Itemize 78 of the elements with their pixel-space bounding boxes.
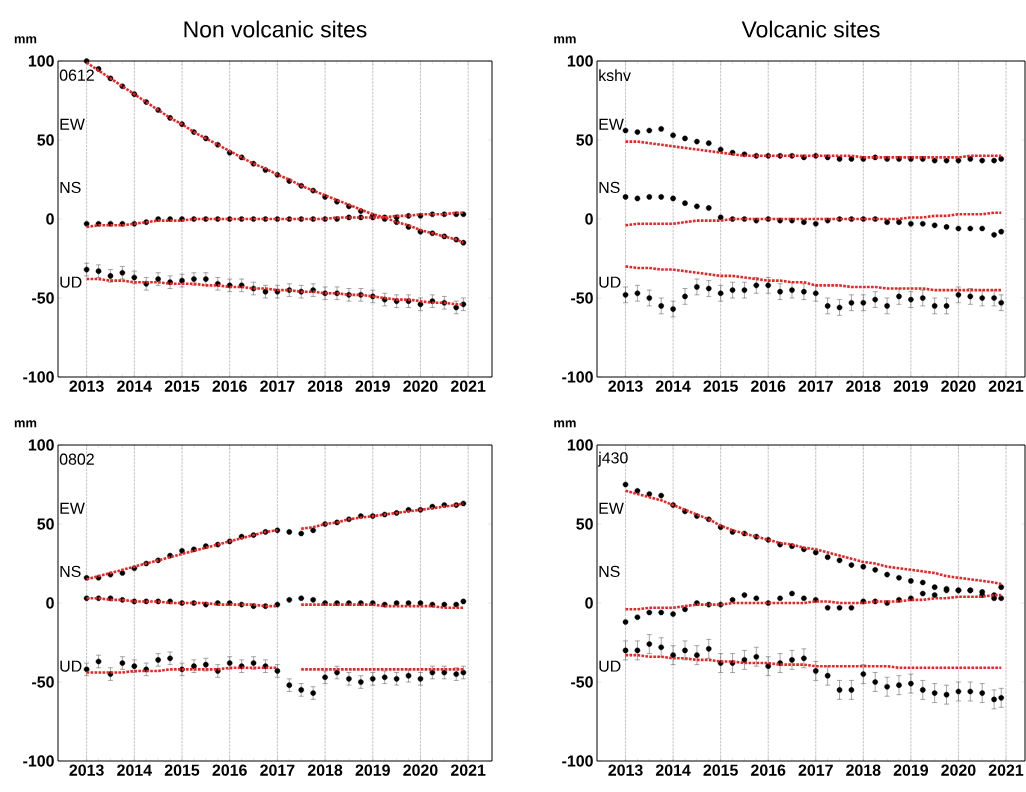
y-axis-title: mm [554, 36, 576, 44]
y-tick-label: 0 [46, 213, 54, 225]
y-tick-label: -50 [571, 676, 593, 688]
x-tick-label: 2013 [69, 764, 104, 776]
y-tick-label: 0 [46, 597, 54, 609]
x-tick-label: 2019 [355, 764, 390, 776]
x-tick-label: 2021 [450, 764, 486, 776]
annotation: UD [60, 276, 82, 288]
annotation: j430 [597, 451, 628, 467]
y-axis-title: mm [14, 420, 37, 428]
x-tick-label: 2017 [260, 764, 295, 776]
annotation: NS [60, 181, 81, 194]
annotation: UD [60, 660, 82, 672]
y-tick-label: 50 [37, 518, 54, 530]
annotation: NS [599, 181, 620, 194]
annotation: kshv [599, 69, 631, 82]
x-tick-label: 2016 [751, 380, 786, 392]
y-tick-label: 100 [567, 439, 593, 451]
annotation: EW [60, 502, 85, 514]
y-tick-label: -100 [23, 371, 54, 383]
x-tick-label: 2018 [307, 764, 343, 776]
y-tick-label: 50 [37, 134, 54, 146]
x-tick-label: 2014 [655, 380, 691, 392]
y-tick-label: -50 [571, 292, 593, 304]
y-axis-title: mm [554, 420, 576, 428]
x-tick-label: 2016 [212, 764, 247, 776]
x-tick-label: 2014 [655, 764, 691, 776]
x-tick-label: 2013 [69, 380, 104, 392]
x-tick-label: 2016 [751, 764, 786, 776]
annotation: 0612 [59, 69, 94, 81]
x-tick-label: 2015 [164, 764, 200, 776]
y-tick-label: -50 [32, 676, 54, 688]
x-tick-label: 2017 [260, 380, 295, 392]
y-tick-label: 100 [28, 55, 54, 67]
annotation: UD [599, 660, 621, 672]
annotation: EW [599, 502, 624, 514]
chart-title: Volcanic sites [741, 20, 880, 38]
annotation: UD [599, 276, 621, 288]
x-tick-label: 2018 [846, 380, 881, 392]
x-tick-label: 2020 [941, 764, 976, 776]
x-tick-label: 2020 [403, 380, 438, 392]
x-tick-label: 2018 [307, 380, 343, 392]
x-tick-label: 2013 [608, 380, 643, 392]
y-tick-label: -100 [562, 755, 593, 767]
y-tick-label: -100 [562, 371, 593, 383]
x-tick-label: 2017 [798, 380, 833, 392]
x-tick-label: 2014 [117, 380, 152, 392]
x-tick-label: 2019 [893, 764, 928, 776]
y-tick-label: -100 [23, 755, 54, 767]
x-tick-label: 2021 [450, 380, 486, 392]
annotation: EW [599, 118, 624, 130]
x-tick-label: 2015 [703, 380, 738, 392]
y-axis-title: mm [14, 36, 37, 44]
chart-title: Non volcanic sites [184, 20, 367, 38]
x-tick-label: 2018 [846, 764, 881, 776]
x-tick-label: 2017 [798, 764, 833, 776]
x-tick-label: 2020 [403, 764, 438, 776]
x-tick-label: 2020 [941, 380, 976, 392]
x-tick-label: 2021 [988, 380, 1024, 392]
y-tick-label: 100 [567, 55, 593, 67]
y-tick-label: 50 [576, 134, 593, 146]
y-tick-label: 100 [28, 439, 54, 451]
y-tick-label: -50 [32, 292, 54, 304]
x-tick-label: 2021 [988, 764, 1024, 776]
annotation: 0802 [59, 453, 94, 465]
x-tick-label: 2015 [164, 380, 200, 392]
y-tick-label: 0 [585, 597, 593, 609]
annotation: NS [599, 565, 620, 578]
y-tick-label: 50 [576, 518, 593, 530]
x-tick-label: 2019 [355, 380, 390, 392]
annotation: NS [60, 565, 81, 578]
x-tick-label: 2013 [608, 764, 643, 776]
x-tick-label: 2015 [703, 764, 738, 776]
x-tick-label: 2016 [212, 380, 247, 392]
x-tick-label: 2014 [117, 764, 152, 776]
y-tick-label: 0 [585, 213, 593, 225]
annotation: EW [60, 118, 85, 130]
x-tick-label: 2019 [893, 380, 928, 392]
